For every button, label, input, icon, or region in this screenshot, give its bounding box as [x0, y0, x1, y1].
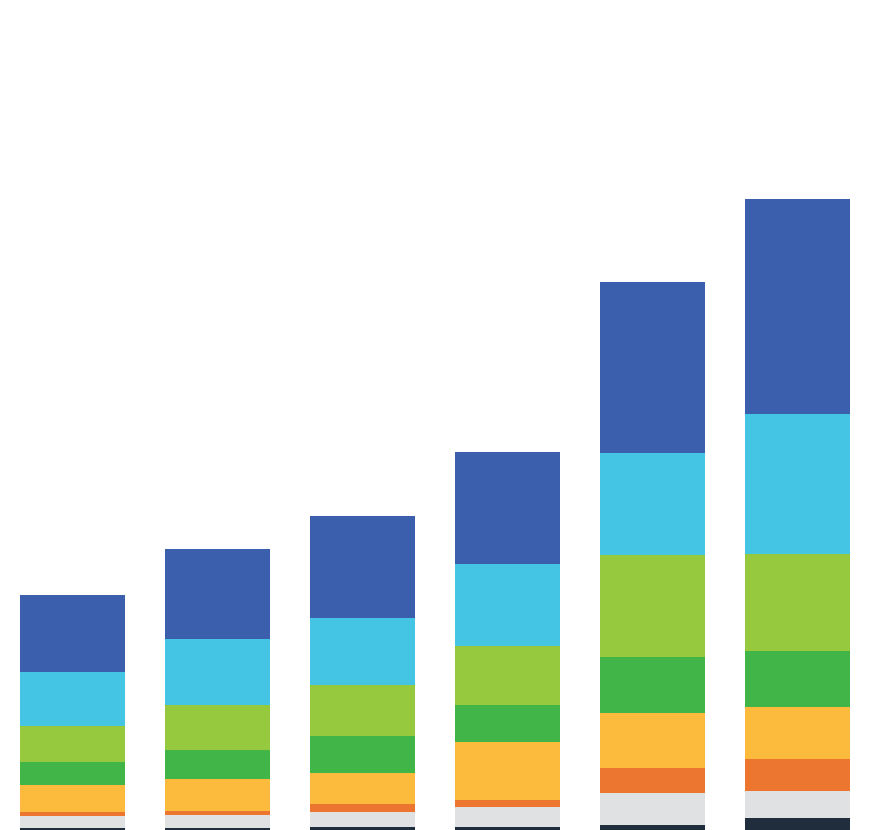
- bar-segment: [20, 812, 125, 816]
- bar-segment: [20, 828, 125, 830]
- bar-segment: [165, 779, 270, 811]
- bar-segment: [20, 816, 125, 828]
- bar-segment: [455, 646, 560, 705]
- bar-segment: [745, 818, 850, 830]
- bar-segment: [455, 452, 560, 564]
- bar-segment: [165, 828, 270, 830]
- bar-segment: [20, 762, 125, 785]
- bar-segment: [455, 800, 560, 807]
- bar-segment: [745, 554, 850, 651]
- bar-segment: [310, 827, 415, 830]
- bar-segment: [600, 713, 705, 768]
- bar-segment: [600, 657, 705, 713]
- bar-segment: [600, 793, 705, 825]
- bar-segment: [20, 726, 125, 762]
- bar-segment: [20, 672, 125, 726]
- bar-segment: [745, 199, 850, 414]
- bar-segment: [20, 785, 125, 812]
- bar-segment: [310, 685, 415, 736]
- bar-segment: [165, 549, 270, 639]
- bar-segment: [455, 807, 560, 827]
- bar-segment: [310, 804, 415, 812]
- bar-segment: [455, 705, 560, 742]
- bar-segment: [600, 282, 705, 453]
- bar-segment: [745, 759, 850, 791]
- bar-segment: [745, 707, 850, 759]
- bar-segment: [310, 618, 415, 685]
- bar-segment: [165, 705, 270, 750]
- bar-segment: [455, 827, 560, 830]
- bar-segment: [455, 742, 560, 800]
- bar-segment: [745, 791, 850, 818]
- bar-segment: [600, 453, 705, 555]
- bar-segment: [600, 555, 705, 657]
- bar-segment: [310, 736, 415, 773]
- bar-segment: [20, 595, 125, 672]
- bar-segment: [310, 516, 415, 618]
- bar-segment: [600, 768, 705, 793]
- bar-segment: [745, 414, 850, 554]
- bar-segment: [310, 812, 415, 827]
- bar-segment: [165, 815, 270, 828]
- bar-segment: [165, 750, 270, 779]
- bar-segment: [165, 811, 270, 815]
- bar-segment: [745, 651, 850, 707]
- bar-segment: [165, 639, 270, 705]
- bar-segment: [600, 825, 705, 830]
- bar-segment: [455, 564, 560, 646]
- bar-segment: [310, 773, 415, 804]
